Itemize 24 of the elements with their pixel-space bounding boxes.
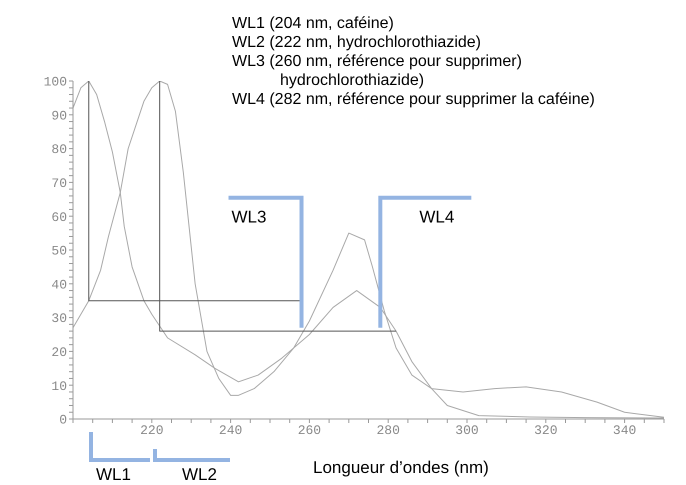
y-tick-label: 40 — [51, 277, 67, 292]
annotation: WL3 — [232, 208, 266, 227]
x-tick-label: 240 — [218, 423, 242, 438]
x-tick-label: 300 — [455, 423, 479, 438]
y-tick-label: 90 — [51, 108, 67, 124]
y-tick-label: 60 — [51, 210, 67, 225]
y-tick-label: 70 — [51, 176, 67, 192]
y-tick-label: 50 — [51, 244, 67, 259]
y-tick-label: 30 — [51, 311, 67, 326]
text: WL1 — [96, 465, 131, 484]
y-tick-label: 80 — [51, 142, 67, 158]
x-tick-label: 260 — [298, 423, 322, 438]
text: WL2 — [182, 465, 217, 484]
y-tick-label: 10 — [51, 378, 67, 394]
x-tick-label: 280 — [376, 423, 400, 438]
y-tick-label: 0 — [59, 412, 67, 428]
annotation: WL4 — [419, 208, 454, 227]
x-tick-label: 220 — [140, 423, 164, 438]
annotation: WL1 (204 nm, caféine) WL2 (222 nm, hydrochlorothiazide) WL3 (260 nm, référence pour supprimer) hydrochlorothiazide) WL4 (282 nm, référence pour supprimer la caféine) — [232, 15, 595, 108]
x-tick-label: 320 — [534, 423, 558, 438]
y-tick-label: 100 — [44, 74, 67, 90]
y-tick-label: 20 — [51, 345, 67, 360]
x-tick-label: 340 — [612, 423, 636, 438]
x-axis-title: Longueur d’ondes (nm) — [313, 458, 489, 477]
